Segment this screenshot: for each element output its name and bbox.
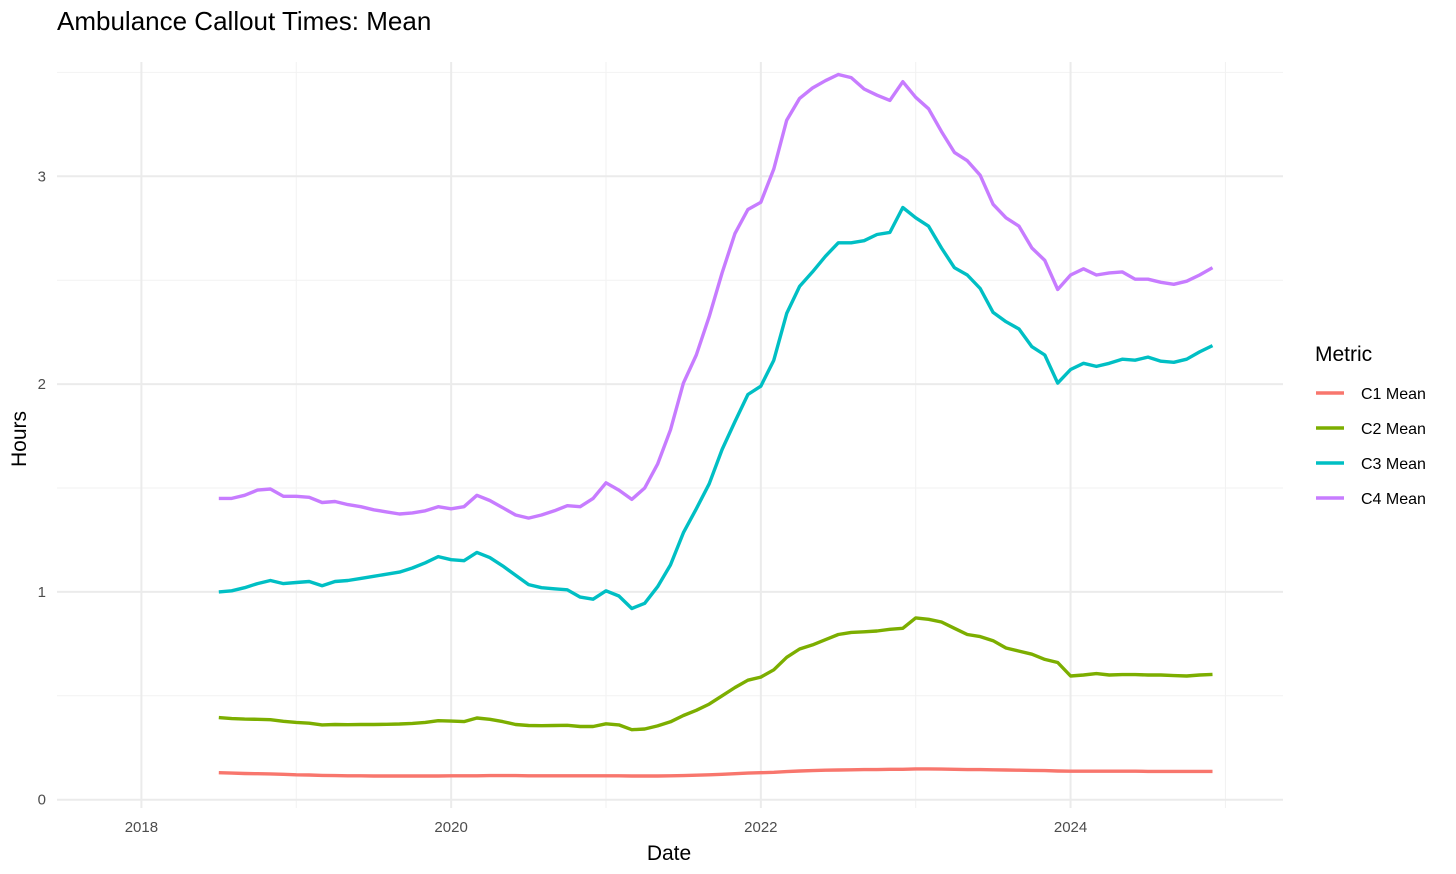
legend-label: C4 Mean — [1361, 491, 1426, 508]
x-tick-label: 2022 — [744, 819, 777, 836]
y-tick-label: 1 — [38, 584, 46, 601]
series-line — [218, 616, 1213, 732]
tick-labels: 0 1 2 3 2018 2020 2022 2024 — [38, 168, 1088, 836]
legend-label: C1 Mean — [1361, 386, 1426, 403]
legend-label: C2 Mean — [1361, 421, 1426, 438]
y-tick-label: 3 — [38, 168, 46, 185]
x-tick-label: 2020 — [434, 819, 467, 836]
y-tick-label: 0 — [38, 792, 46, 809]
x-axis-title: Date — [647, 842, 691, 865]
gridlines — [57, 62, 1283, 808]
chart-title: Ambulance Callout Times: Mean — [57, 6, 431, 36]
series-line — [218, 767, 1213, 778]
legend: Metric C1 Mean C2 Mean C3 Mean C4 Mean — [1315, 343, 1426, 508]
legend-title: Metric — [1315, 343, 1372, 366]
x-tick-label: 2018 — [125, 819, 158, 836]
y-axis-title: Hours — [8, 411, 31, 467]
series-line — [218, 72, 1214, 520]
y-tick-label: 2 — [38, 376, 46, 393]
x-tick-label: 2024 — [1054, 819, 1087, 836]
series-line — [218, 205, 1214, 611]
legend-label: C3 Mean — [1361, 456, 1426, 473]
series-lines — [218, 72, 1214, 778]
